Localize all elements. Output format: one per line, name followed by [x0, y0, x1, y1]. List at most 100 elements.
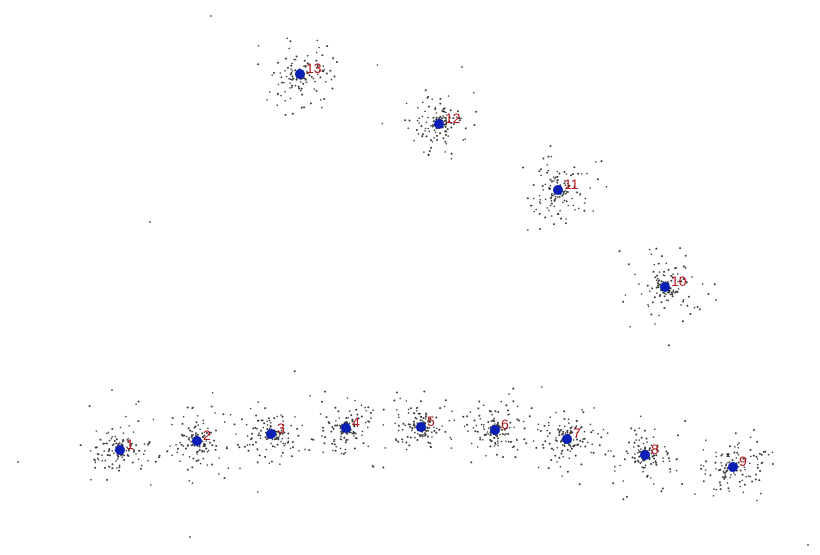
scatter-point [239, 467, 241, 470]
scatter-point [300, 87, 303, 90]
scatter-point [148, 442, 151, 445]
scatter-point [185, 447, 187, 450]
scatter-point [669, 471, 671, 473]
scatter-point [112, 443, 115, 446]
scatter-point [638, 283, 640, 285]
scatter-point [482, 404, 485, 407]
scatter-point [655, 286, 658, 289]
scatter-point [483, 424, 485, 426]
scatter-point [351, 420, 354, 423]
scatter-point [590, 431, 593, 434]
scatter-point [572, 204, 575, 207]
scatter-point [500, 426, 502, 429]
cluster-center-2 [192, 436, 202, 446]
scatter-point [439, 102, 442, 105]
scatter-point [564, 432, 567, 434]
scatter-point [364, 421, 367, 424]
scatter-point [487, 427, 490, 430]
scatter-point [306, 54, 309, 57]
scatter-point [700, 467, 703, 470]
scatter-point [665, 450, 668, 453]
scatter-point [563, 417, 566, 420]
scatter-point [291, 112, 294, 115]
scatter-point [702, 480, 705, 483]
scatter-point [276, 415, 279, 418]
scatter-point [558, 456, 561, 459]
scatter-point [196, 415, 199, 417]
scatter-point [139, 467, 142, 470]
scatter-point [754, 478, 757, 481]
scatter-point [361, 434, 363, 437]
scatter-point [650, 444, 653, 447]
scatter-point [546, 429, 548, 432]
scatter-point [332, 449, 334, 452]
scatter-point [514, 456, 517, 459]
scatter-point [742, 457, 745, 460]
scatter-point [500, 428, 503, 431]
scatter-point [256, 419, 259, 422]
scatter-point [662, 291, 664, 294]
scatter-point [121, 440, 124, 443]
scatter-point [336, 61, 338, 63]
scatter-point [638, 439, 640, 441]
scatter-point [280, 440, 282, 443]
scatter-point [264, 455, 267, 458]
scatter-point [642, 470, 644, 473]
scatter-point [137, 458, 140, 461]
scatter-point [188, 480, 191, 482]
scatter-point [756, 463, 759, 466]
scatter-point [362, 442, 365, 445]
scatter-point [125, 449, 128, 452]
scatter-point [298, 449, 300, 452]
scatter-point [663, 274, 666, 277]
scatter-point [728, 490, 730, 493]
scatter-point [654, 428, 656, 431]
scatter-point [771, 451, 774, 454]
scatter-point [725, 463, 728, 465]
scatter-point [280, 429, 283, 432]
scatter-point [325, 81, 327, 83]
scatter-point [667, 268, 670, 271]
scatter-point [637, 449, 640, 452]
scatter-point [727, 461, 729, 464]
scatter-point [630, 427, 633, 430]
scatter-point [571, 197, 573, 200]
scatter-point [541, 443, 544, 446]
scatter-point [205, 447, 208, 450]
scatter-point [224, 421, 226, 423]
scatter-point [271, 438, 274, 441]
scatter-point [476, 446, 479, 448]
scatter-point [353, 435, 355, 437]
scatter-point [196, 433, 199, 436]
scatter-point [305, 81, 308, 84]
scatter-point [111, 463, 114, 466]
scatter-point [580, 173, 583, 175]
scatter-point [539, 228, 542, 230]
scatter-point [539, 168, 542, 171]
scatter-point [215, 429, 217, 432]
scatter-point [427, 154, 430, 157]
scatter-point [538, 170, 541, 173]
scatter-point [537, 466, 540, 469]
scatter-point [657, 450, 660, 452]
scatter-point [650, 463, 653, 465]
scatter-point [640, 436, 643, 439]
scatter-point [355, 408, 358, 411]
scatter-point [188, 436, 190, 439]
scatter-point [441, 117, 443, 120]
scatter-point [723, 467, 726, 470]
scatter-point [737, 466, 740, 468]
scatter-point [610, 450, 612, 452]
scatter-point [637, 451, 639, 454]
scatter-point [321, 106, 323, 109]
scatter-point [470, 442, 473, 445]
scatter-point [344, 448, 347, 451]
scatter-point [202, 419, 205, 422]
scatter-point [595, 161, 597, 163]
scatter-point [512, 400, 515, 403]
scatter-point [295, 78, 298, 81]
cluster-label-10: 10 [671, 273, 687, 289]
scatter-point [404, 119, 407, 122]
scatter-point [684, 420, 687, 423]
scatter-point [111, 450, 114, 452]
